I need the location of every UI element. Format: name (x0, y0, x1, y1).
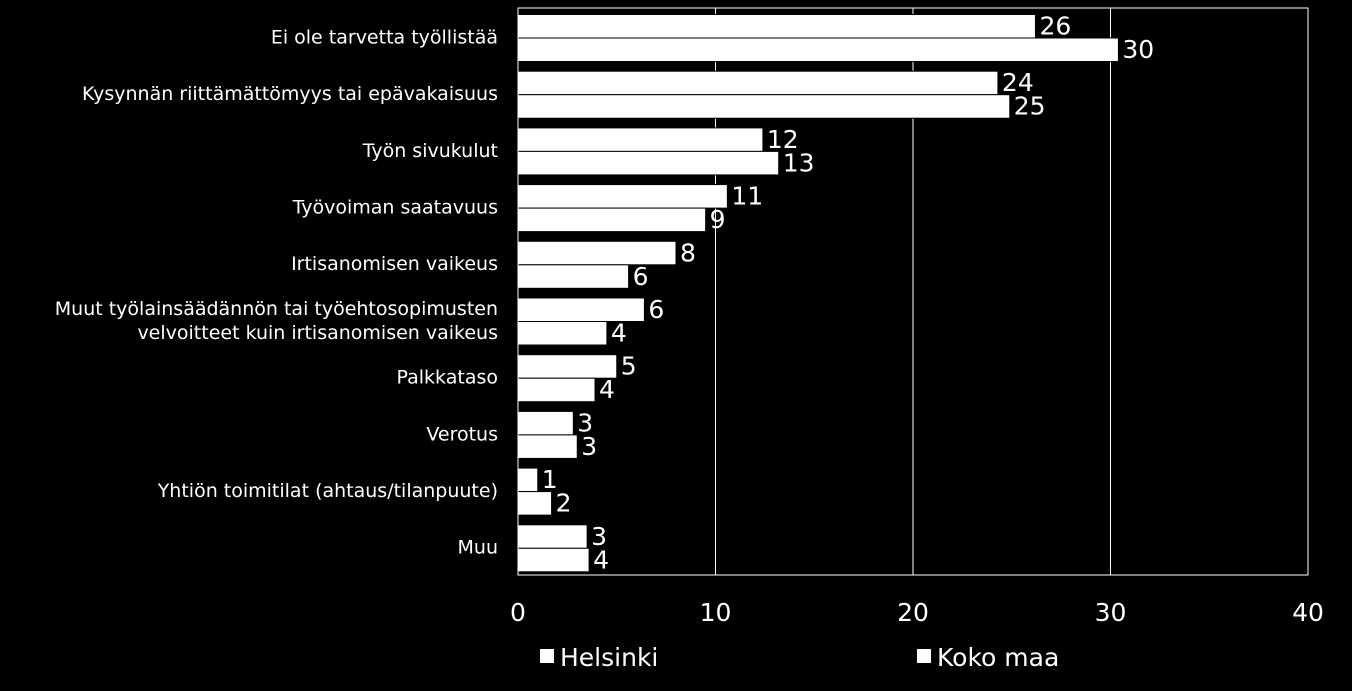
bar-helsinki-9 (517, 524, 588, 549)
value-label: 1 (542, 465, 558, 494)
value-label: 26 (1039, 12, 1071, 41)
value-label: 3 (591, 522, 607, 551)
bar-helsinki-8 (517, 467, 539, 493)
category-label: Yhtiön toimitilat (ahtaus/tilanpuute) (157, 480, 498, 502)
x-tick-label: 10 (700, 598, 732, 627)
bar-koko-maa-1 (517, 94, 1011, 119)
category-label: Verotus (426, 423, 498, 445)
category-label: Työn sivukulut (362, 140, 498, 162)
value-label: 3 (581, 432, 597, 461)
bar-helsinki-3 (517, 184, 728, 209)
bar-helsinki-2 (517, 127, 764, 152)
category-label: Muut työlainsäädännön tai työehtosopimus… (55, 298, 498, 344)
category-label: Muu (458, 537, 498, 559)
x-tick-labels: 0 10 20 30 40 (510, 598, 1324, 627)
value-label: 9 (710, 205, 726, 234)
category-label: Palkkataso (397, 367, 498, 389)
value-label: 4 (599, 375, 615, 404)
bars (517, 14, 1119, 573)
value-label: 4 (593, 545, 609, 574)
x-tick-label: 0 (510, 598, 526, 627)
bar-koko-maa-8 (517, 491, 553, 516)
bar-helsinki-4 (517, 240, 677, 266)
legend: Helsinki Koko maa (540, 643, 1059, 672)
plot-frame (517, 7, 1309, 576)
value-label: 6 (648, 295, 664, 324)
bar-helsinki-0 (517, 14, 1036, 39)
value-label: 4 (611, 319, 627, 348)
x-tick-label: 20 (897, 598, 929, 627)
value-label: 12 (767, 125, 799, 154)
bar-koko-maa-0 (517, 37, 1119, 62)
bar-koko-maa-5 (517, 321, 608, 346)
bar-koko-maa-3 (517, 207, 707, 233)
axes (517, 7, 1309, 576)
value-label: 11 (731, 182, 763, 211)
value-label: 3 (577, 408, 593, 437)
value-label: 6 (633, 262, 649, 291)
bar-helsinki-1 (517, 70, 999, 96)
value-label: 24 (1002, 68, 1034, 97)
value-label: 2 (556, 489, 572, 518)
value-label: 8 (680, 238, 696, 267)
value-label: 5 (621, 352, 637, 381)
category-label: Työvoiman saatavuus (292, 196, 498, 218)
x-tick-label: 30 (1095, 598, 1127, 627)
category-label: Kysynnän riittämättömyys tai epävakaisuu… (82, 83, 498, 105)
value-label: 30 (1122, 35, 1154, 64)
value-label: 13 (783, 148, 815, 177)
bar-helsinki-7 (517, 410, 574, 436)
x-tick-label: 40 (1292, 598, 1324, 627)
category-labels: Ei ole tarvetta työllistää Kysynnän riitt… (55, 26, 498, 558)
category-label: Ei ole tarvetta työllistää (271, 26, 498, 48)
legend-label: Helsinki (560, 643, 658, 672)
legend-swatch (917, 649, 931, 663)
bar-koko-maa-4 (517, 264, 630, 289)
bar-koko-maa-6 (517, 377, 596, 403)
legend-swatch (540, 649, 554, 663)
legend-label: Koko maa (937, 643, 1059, 672)
category-label: Irtisanomisen vaikeus (291, 253, 498, 275)
value-label: 25 (1014, 92, 1046, 121)
bar-koko-maa-7 (517, 434, 578, 459)
bar-koko-maa-9 (517, 547, 590, 573)
bar-koko-maa-2 (517, 150, 780, 176)
